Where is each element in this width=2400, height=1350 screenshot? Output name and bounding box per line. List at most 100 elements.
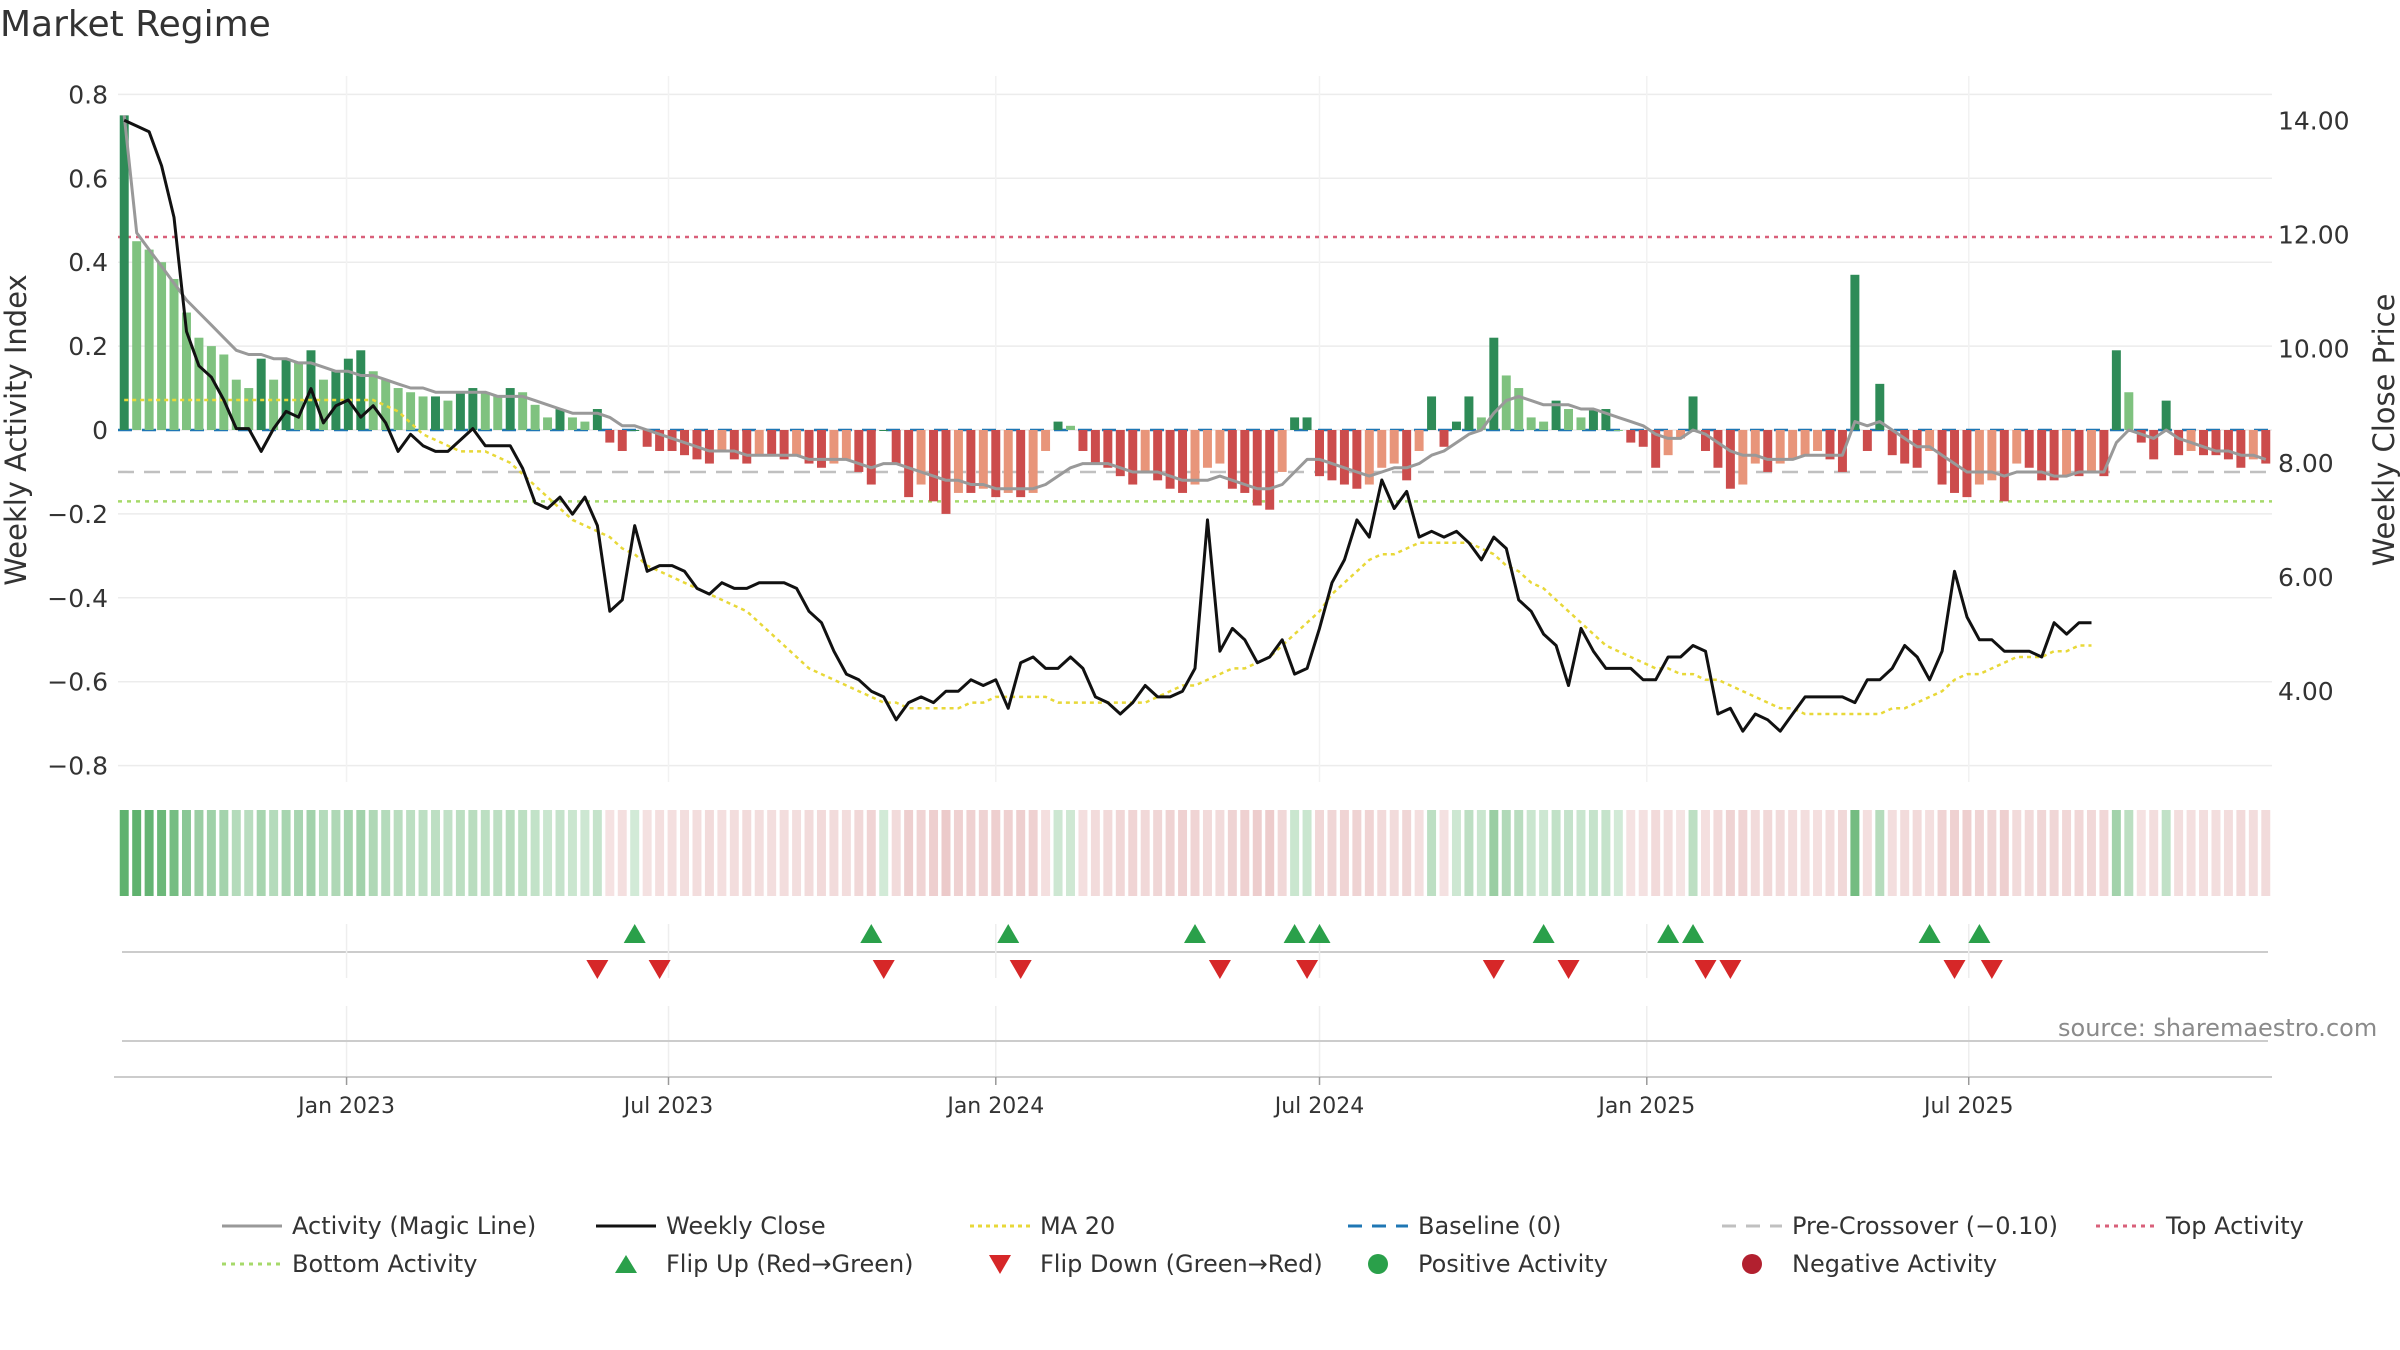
ribbon-cell — [2037, 810, 2047, 896]
activity-bar — [1402, 430, 1412, 481]
ribbon-cell — [393, 810, 403, 896]
flip-down-marker — [1943, 960, 1966, 979]
legend-item: Flip Up (Red→Green) — [594, 1246, 914, 1282]
ribbon-cell — [1925, 810, 1935, 896]
activity-bar — [2049, 430, 2059, 481]
ribbon-cell — [2211, 810, 2221, 896]
ribbon-cell — [1414, 810, 1424, 896]
activity-bar — [1638, 430, 1648, 447]
activity-bar — [443, 400, 453, 430]
activity-bar — [717, 430, 727, 451]
ribbon-cell — [543, 810, 553, 896]
activity-bar — [816, 430, 826, 468]
activity-bar — [754, 430, 764, 456]
ribbon-cell — [580, 810, 590, 896]
right-tick-label: 10.00 — [2278, 335, 2350, 364]
activity-bar — [1352, 430, 1362, 489]
ribbon-cell — [605, 810, 615, 896]
ribbon-cell — [1651, 810, 1661, 896]
activity-bar — [1688, 396, 1698, 430]
source-note: source: sharemaestro.com — [2058, 1014, 2378, 1042]
legend-item: Negative Activity — [1720, 1246, 1997, 1282]
activity-bar — [2223, 430, 2233, 460]
activity-bar — [181, 312, 191, 430]
activity-bar — [1626, 430, 1636, 443]
ribbon-cell — [804, 810, 814, 896]
activity-bar — [1252, 430, 1262, 506]
activity-bar — [1302, 417, 1312, 430]
ribbon-cell — [431, 810, 440, 896]
activity-bar — [1962, 430, 1972, 498]
ribbon-cell — [1613, 810, 1623, 896]
axes: 0.8 0.6 0.4 0.2 0 −0.2 −0.4 −0.6 −0.8 14.00 12.00 1… — [0, 80, 2400, 1119]
ribbon-cell — [1227, 810, 1237, 896]
green-up-triangle-icon — [594, 1246, 658, 1282]
ribbon-cell — [1165, 810, 1175, 896]
activity-bar — [1115, 430, 1125, 477]
activity-bar — [555, 409, 565, 430]
dotted-green-line-icon — [220, 1246, 284, 1282]
activity-bar — [2236, 430, 2246, 468]
activity-bar — [580, 421, 590, 430]
activity-bar — [1974, 430, 1984, 485]
right-tick-label: 6.00 — [2278, 563, 2334, 592]
ribbon-cell — [1066, 810, 1075, 896]
series-lines — [122, 115, 2267, 733]
flip-markers-panel — [114, 924, 2272, 1078]
activity-bar — [1564, 409, 1574, 430]
legend-item: Activity (Magic Line) — [220, 1208, 536, 1244]
activity-bar — [1987, 430, 1997, 481]
legend-item: Bottom Activity — [220, 1246, 477, 1282]
ribbon-cell — [1464, 810, 1474, 896]
activity-bar — [281, 358, 291, 430]
ribbon-cell — [181, 810, 191, 896]
activity-bar — [2161, 400, 2171, 430]
ribbon-cell — [1003, 810, 1013, 896]
activity-bar — [592, 409, 602, 430]
ribbon-cell — [2261, 810, 2271, 896]
left-tick-label: −0.6 — [47, 668, 108, 697]
activity-bar — [1651, 430, 1661, 468]
activity-bar — [630, 430, 640, 431]
activity-bar — [1240, 430, 1250, 493]
activity-bar — [1414, 430, 1424, 451]
activity-bar — [2136, 430, 2146, 443]
activity-bar — [929, 430, 939, 502]
activity-bar — [1364, 430, 1374, 485]
flip-down-marker — [872, 960, 895, 979]
ribbon-cell — [157, 810, 167, 896]
dashed-blue-line-icon — [1346, 1208, 1410, 1244]
activity-bar — [144, 249, 154, 430]
activity-bar — [1078, 430, 1088, 451]
activity-bar — [1613, 430, 1623, 431]
activity-bar — [2099, 430, 2109, 477]
activity-bar — [966, 430, 976, 493]
legend-item: Flip Down (Green→Red) — [968, 1246, 1323, 1282]
activity-bar — [543, 417, 553, 430]
activity-bar — [1003, 430, 1013, 493]
ribbon-cell — [1090, 810, 1100, 896]
activity-bar — [2111, 350, 2121, 430]
ribbon-cell — [269, 810, 279, 896]
activity-bar — [1738, 430, 1748, 485]
activity-bar — [1178, 430, 1188, 493]
activity-bar — [2062, 430, 2072, 477]
ribbon-cell — [1277, 810, 1287, 896]
x-tick-label: Jul 2025 — [1922, 1094, 2014, 1119]
ribbon-cell — [953, 810, 963, 896]
right-tick-label: 4.00 — [2278, 677, 2334, 706]
ribbon-cell — [1352, 810, 1362, 896]
activity-bar — [381, 379, 391, 430]
flip-down-marker — [1557, 960, 1580, 979]
legend-item: Pre-Crossover (−0.10) — [1720, 1208, 2058, 1244]
ribbon-cell — [1178, 810, 1188, 896]
ribbon-cell — [854, 810, 864, 896]
magic-line-series — [122, 115, 2267, 491]
ribbon-cell — [1327, 810, 1337, 896]
activity-bar — [1588, 409, 1598, 430]
flip-up-marker — [1657, 924, 1680, 943]
activity-bar — [468, 388, 478, 430]
legend-label: MA 20 — [1040, 1212, 1116, 1240]
activity-bar — [1128, 430, 1138, 485]
